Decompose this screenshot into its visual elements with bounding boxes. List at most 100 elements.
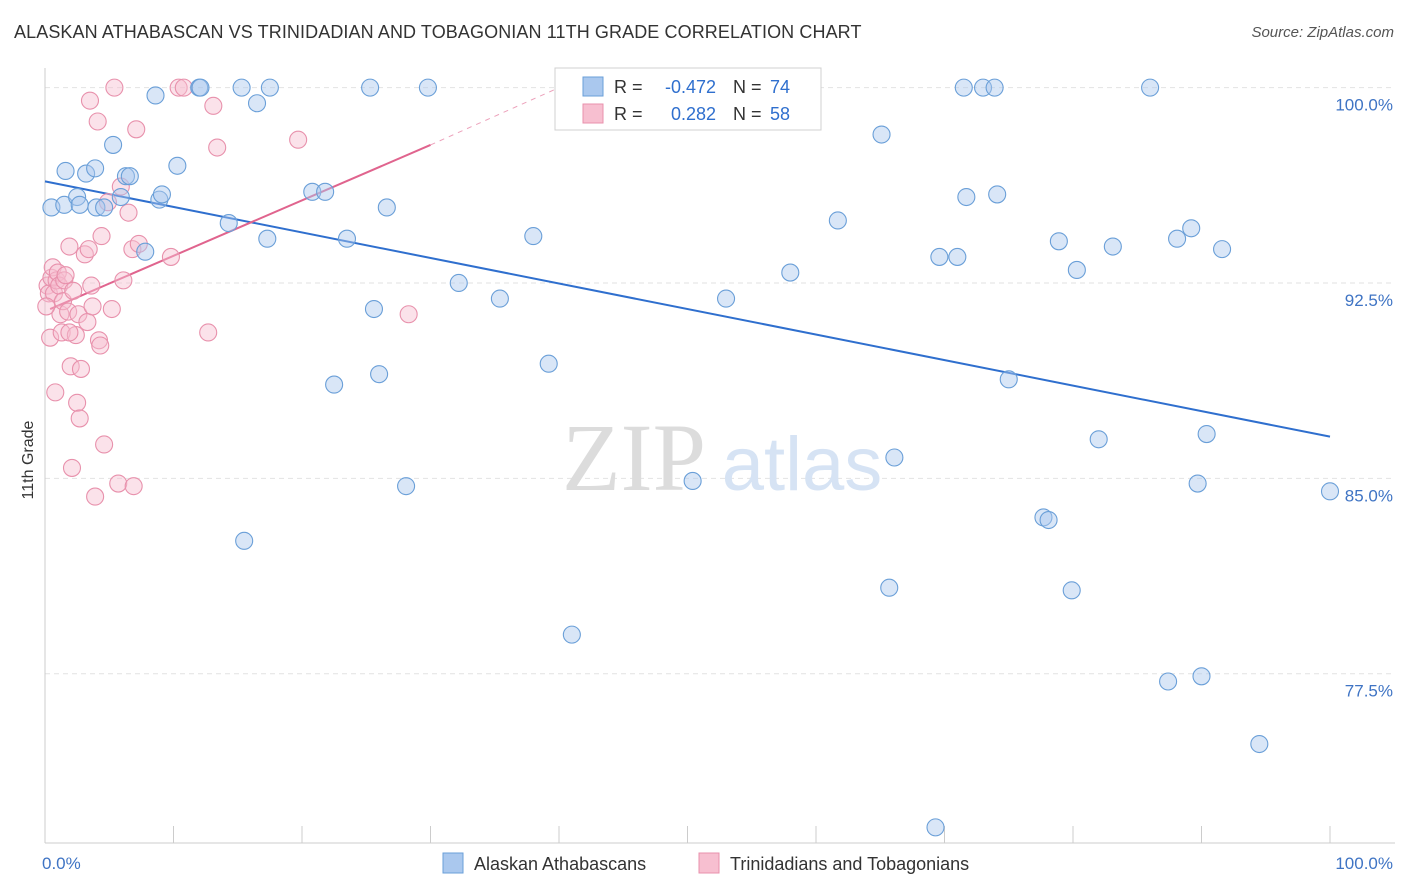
point-alaskan-athabascan — [87, 198, 106, 217]
point-alaskan-athabascan — [150, 190, 169, 209]
point-alaskan-athabascan — [235, 531, 254, 550]
point-trinidadian-tobagonian — [46, 383, 65, 402]
y-tick-label: 77.5% — [1345, 682, 1393, 701]
point-trinidadian-tobagonian — [92, 227, 111, 246]
point-alaskan-athabascan — [828, 211, 847, 230]
point-alaskan-athabascan — [1049, 232, 1068, 251]
series-legend-swatch-pink — [698, 852, 720, 874]
point-alaskan-athabascan — [1067, 260, 1086, 280]
point-alaskan-athabascan — [988, 185, 1007, 204]
point-trinidadian-tobagonian — [161, 247, 180, 266]
point-alaskan-athabascan — [449, 273, 468, 293]
point-trinidadian-tobagonian — [399, 305, 418, 324]
legend-n-label-pink: N = — [733, 104, 762, 124]
point-alaskan-athabascan — [1103, 237, 1122, 256]
point-trinidadian-tobagonian — [47, 271, 66, 290]
point-trinidadian-tobagonian — [127, 120, 146, 139]
point-trinidadian-tobagonian — [169, 78, 188, 97]
point-alaskan-athabascan — [885, 448, 904, 467]
point-trinidadian-tobagonian — [70, 409, 89, 428]
point-trinidadian-tobagonian — [111, 177, 130, 196]
point-alaskan-athabascan — [56, 161, 75, 181]
point-alaskan-athabascan — [361, 78, 380, 97]
legend-swatch-pink — [582, 103, 604, 124]
point-alaskan-athabascan — [303, 182, 322, 201]
point-alaskan-athabascan — [1034, 508, 1053, 527]
y-axis-title: 11th Grade — [20, 420, 37, 499]
point-trinidadian-tobagonian — [91, 336, 110, 355]
point-trinidadian-tobagonian — [37, 297, 56, 316]
point-alaskan-athabascan — [562, 625, 581, 644]
point-alaskan-athabascan — [954, 78, 973, 97]
legend-r-value-blue: -0.472 — [665, 77, 716, 97]
point-alaskan-athabascan — [136, 242, 155, 261]
point-alaskan-athabascan — [95, 198, 114, 217]
point-alaskan-athabascan — [1188, 474, 1207, 493]
point-alaskan-athabascan — [77, 164, 96, 183]
correlation-legend: R = -0.472 N = 74 R = 0.282 N = 58 — [554, 67, 822, 131]
point-trinidadian-tobagonian — [79, 240, 98, 259]
point-alaskan-athabascan — [926, 818, 945, 837]
point-alaskan-athabascan — [999, 370, 1018, 389]
point-alaskan-athabascan — [1141, 78, 1160, 97]
point-alaskan-athabascan — [418, 78, 437, 97]
legend-r-label-pink: R = — [614, 104, 643, 124]
y-tick-label: 85.0% — [1345, 486, 1393, 505]
x-tick-label-min: 0.0% — [42, 854, 81, 873]
trend-lines — [44, 87, 1331, 438]
point-alaskan-athabascan — [104, 135, 123, 154]
point-alaskan-athabascan — [191, 78, 210, 97]
point-trinidadian-tobagonian — [208, 138, 227, 157]
point-trinidadian-tobagonian — [289, 130, 308, 149]
source-label: Source: ZipAtlas.com — [1251, 24, 1394, 41]
point-alaskan-athabascan — [70, 195, 89, 214]
point-trinidadian-tobagonian — [105, 78, 124, 97]
point-alaskan-athabascan — [146, 86, 165, 105]
point-trinidadian-tobagonian — [95, 435, 114, 454]
point-alaskan-athabascan — [152, 185, 171, 204]
point-trinidadian-tobagonian — [102, 299, 121, 319]
point-trinidadian-tobagonian — [56, 266, 75, 285]
series-legend: Alaskan Athabascans Trinidadians and Tob… — [442, 852, 969, 874]
legend-n-value-blue: 74 — [770, 77, 790, 97]
point-alaskan-athabascan — [247, 94, 267, 113]
point-alaskan-athabascan — [232, 78, 251, 97]
trend-line-trinidadian-tobagonian — [49, 144, 431, 310]
watermark: ZIP atlas — [562, 404, 882, 511]
point-trinidadian-tobagonian — [68, 393, 87, 412]
point-alaskan-athabascan — [364, 299, 384, 319]
point-alaskan-athabascan — [1320, 482, 1340, 501]
legend-r-value-pink: 0.282 — [671, 104, 716, 124]
point-alaskan-athabascan — [930, 247, 949, 266]
point-alaskan-athabascan — [377, 198, 396, 217]
point-trinidadian-tobagonian — [174, 78, 193, 97]
point-trinidadian-tobagonian — [71, 359, 91, 378]
point-trinidadian-tobagonian — [52, 323, 71, 342]
point-alaskan-athabascan — [880, 578, 899, 597]
point-alaskan-athabascan — [1062, 581, 1081, 600]
trend-line-dashed-extension — [430, 87, 560, 146]
point-alaskan-athabascan — [370, 365, 389, 384]
point-alaskan-athabascan — [111, 187, 130, 207]
point-trinidadian-tobagonian — [59, 302, 78, 321]
point-alaskan-athabascan — [168, 156, 187, 175]
point-trinidadian-tobagonian — [88, 112, 107, 131]
point-trinidadian-tobagonian — [41, 328, 60, 347]
watermark-atlas: atlas — [722, 422, 883, 507]
series-legend-swatch-blue — [442, 852, 464, 874]
point-alaskan-athabascan — [957, 187, 976, 207]
point-trinidadian-tobagonian — [60, 323, 79, 342]
point-trinidadian-tobagonian — [119, 203, 138, 222]
grid-lines — [45, 87, 1395, 675]
point-alaskan-athabascan — [683, 471, 702, 490]
point-alaskan-athabascan — [781, 263, 800, 282]
point-alaskan-athabascan — [1159, 672, 1178, 691]
point-alaskan-athabascan — [116, 167, 136, 186]
point-alaskan-athabascan — [120, 167, 139, 186]
point-trinidadian-tobagonian — [204, 96, 223, 115]
point-alaskan-athabascan — [985, 78, 1004, 97]
point-alaskan-athabascan — [1197, 425, 1216, 444]
point-alaskan-athabascan — [219, 214, 238, 233]
point-trinidadian-tobagonian — [86, 487, 105, 506]
